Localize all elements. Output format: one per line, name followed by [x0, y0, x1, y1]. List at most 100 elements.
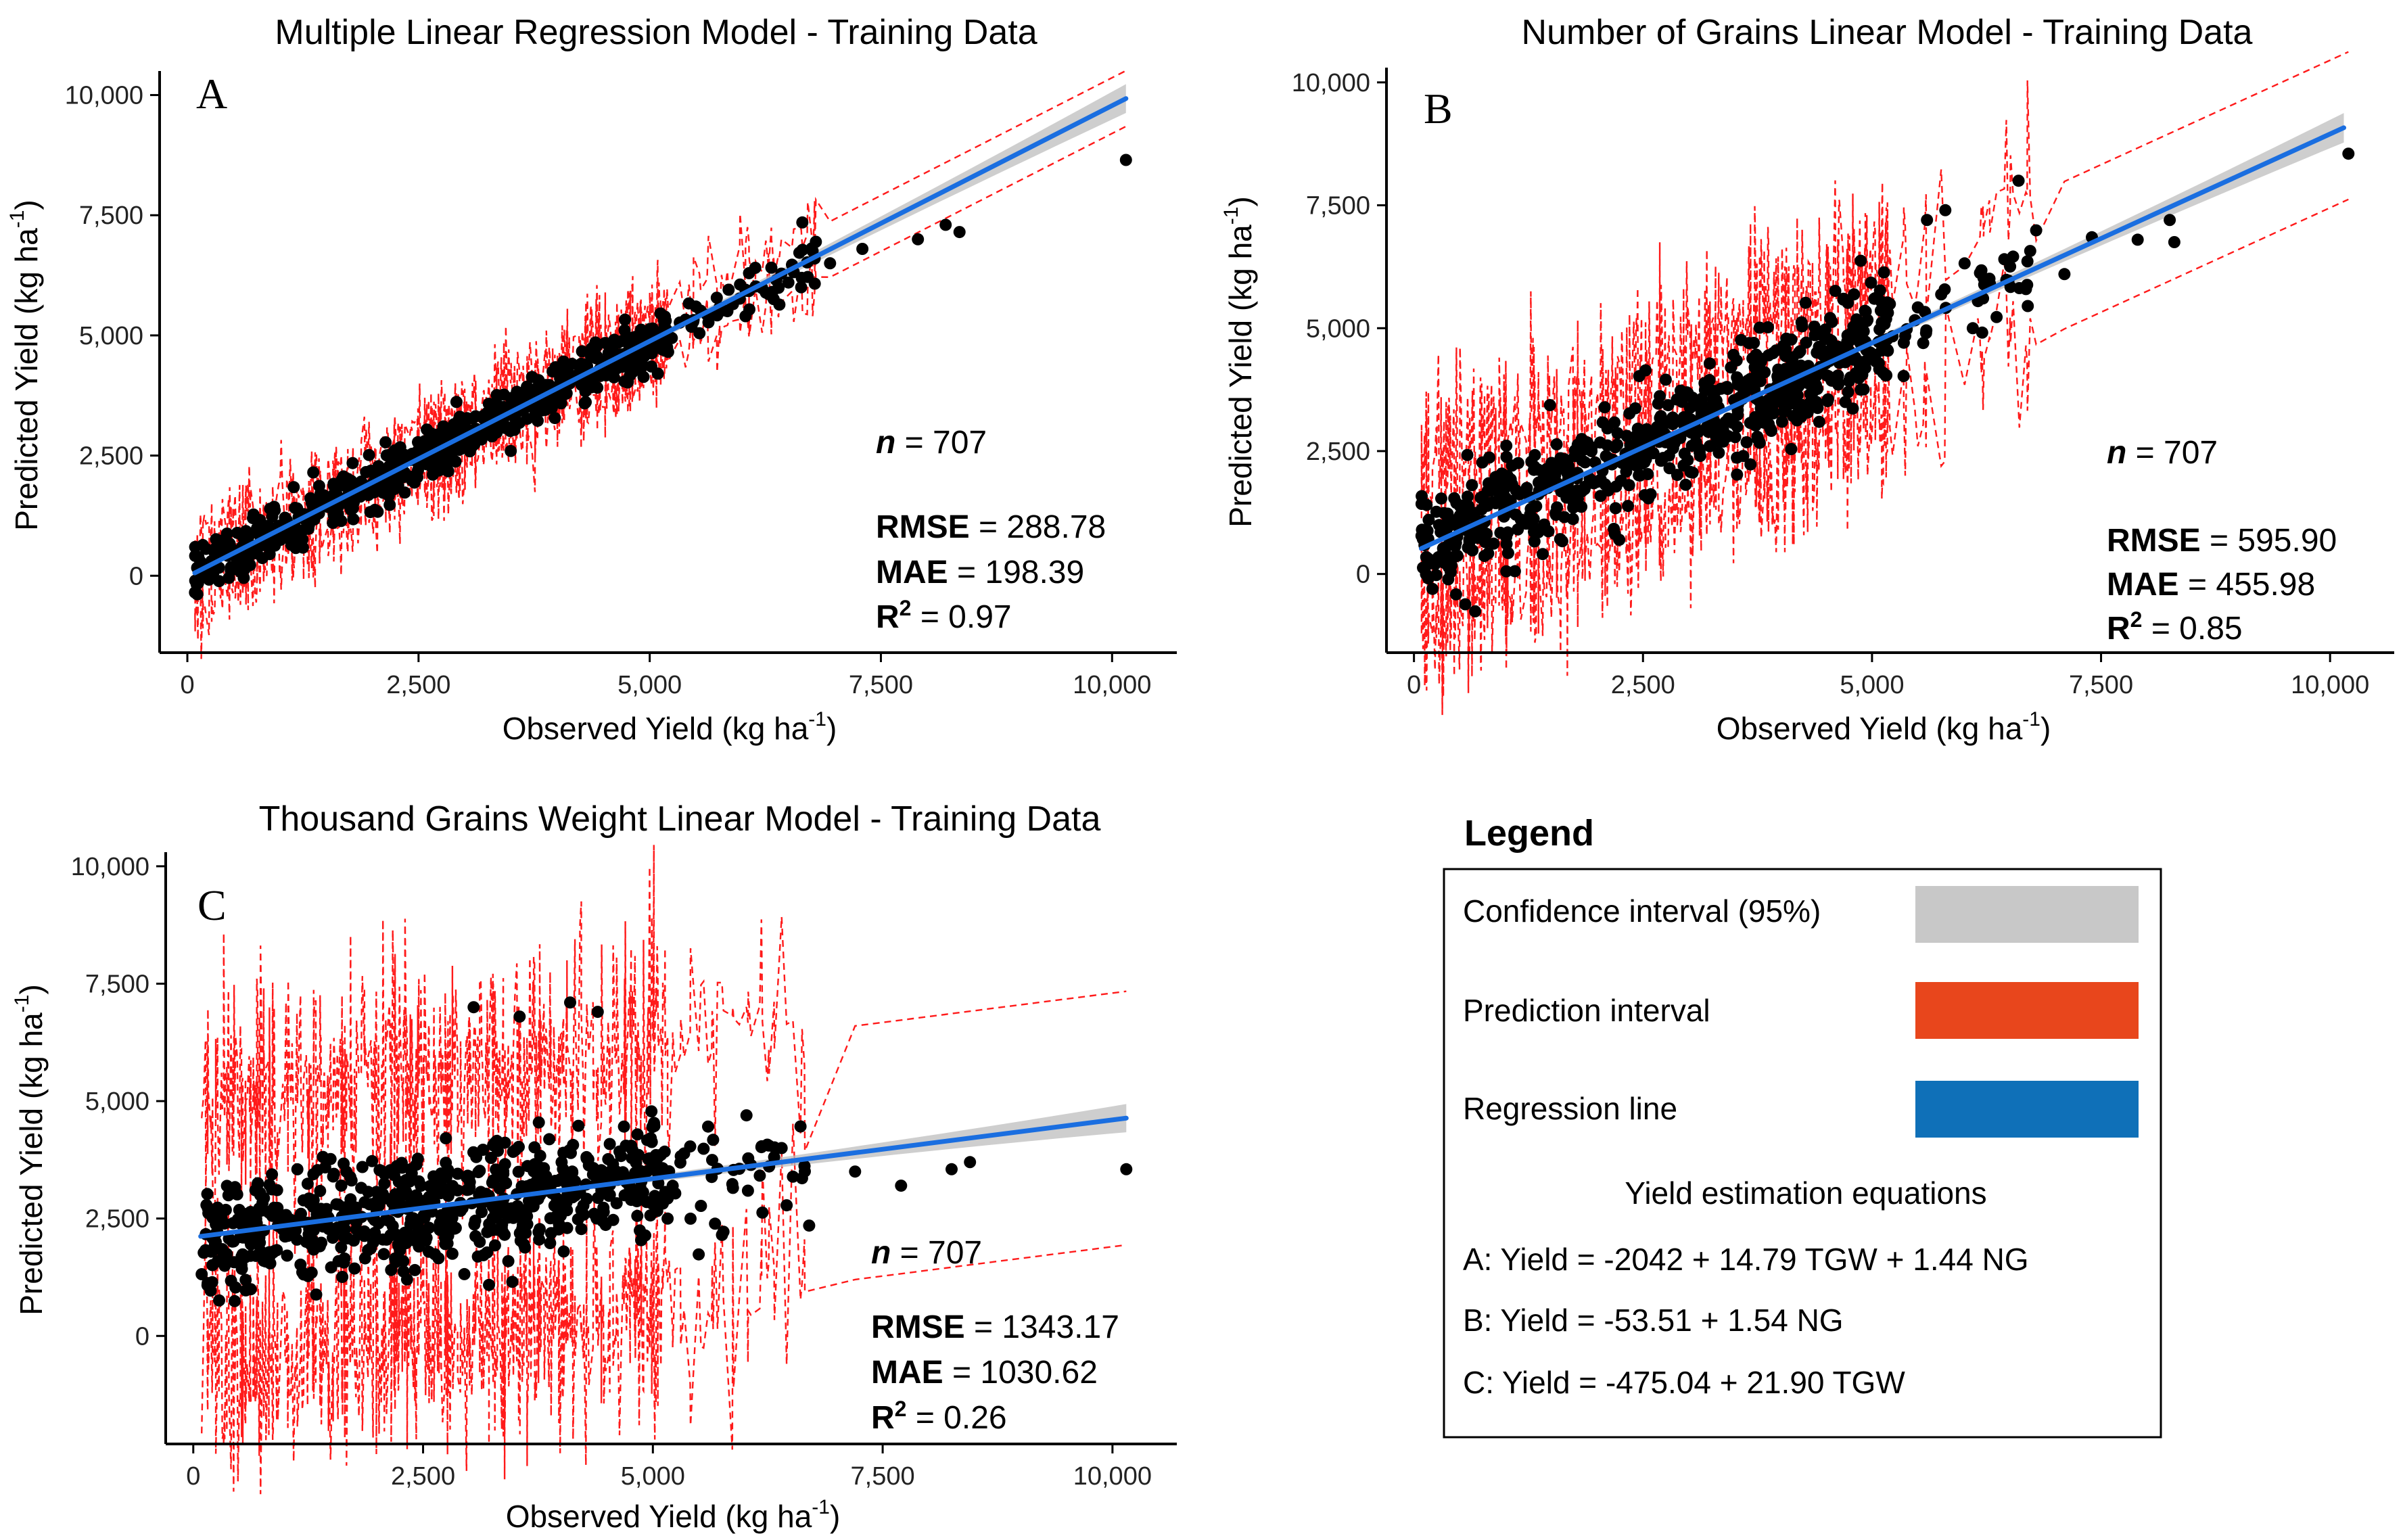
panel-b-point — [1811, 383, 1823, 395]
panel-c-point — [768, 1150, 780, 1163]
panel-a-point — [442, 465, 454, 477]
panel-b-point — [1530, 500, 1543, 513]
panel-c-point — [533, 1233, 546, 1246]
panel-b-point — [1671, 469, 1683, 482]
panel-a-plot — [189, 70, 1132, 659]
panel-b-point — [1694, 450, 1706, 463]
panel-b-point — [1737, 450, 1750, 463]
panel-b-rmse-label: RMSE — [2107, 523, 2201, 559]
panel-b-point — [1542, 525, 1555, 538]
panel-c-point — [345, 1174, 358, 1187]
panel-a-point — [651, 367, 664, 380]
legend-item-prediction-label: Prediction interval — [1463, 993, 1710, 1028]
panel-b-point — [1775, 415, 1788, 428]
panel-b-y-tick-label: 0 — [1356, 561, 1370, 589]
panel-c-mae-value: = 1030.62 — [952, 1355, 1098, 1391]
panel-b-point — [1575, 500, 1588, 513]
panel-c-y-tick-label: 2,500 — [85, 1205, 149, 1234]
panel-c-point — [794, 1120, 807, 1133]
panel-a-point — [710, 291, 723, 304]
panel-b-plot — [1415, 51, 2355, 716]
panel-b-point — [1882, 344, 1894, 357]
panel-b-point — [1543, 399, 1556, 411]
panel-c-point — [631, 1209, 644, 1222]
panel-b-point — [1857, 383, 1870, 396]
panel-a-y-tick-label: 10,000 — [65, 82, 143, 110]
panel-b-point — [1500, 450, 1513, 463]
panel-a-point — [191, 588, 204, 601]
panel-c-mae-label: MAE — [871, 1355, 943, 1391]
panel-c-point — [291, 1163, 304, 1175]
panel-b-point — [1501, 546, 1514, 559]
panel-b-point — [1528, 535, 1541, 548]
panel-c-point — [895, 1180, 908, 1192]
panel-b-point — [1990, 310, 2003, 323]
panel-b-point — [1721, 383, 1734, 396]
panel-c-point — [483, 1278, 495, 1291]
panel-c-point — [580, 1192, 593, 1205]
panel-c-point — [310, 1288, 323, 1301]
panel-a-point — [773, 298, 786, 311]
panel-a-stats: n = 707 RMSE = 288.78 MAE = 198.39 R2 = … — [876, 425, 1106, 635]
panel-c-point — [964, 1156, 977, 1169]
panel-c-point — [338, 1252, 351, 1265]
panel-b-point — [2024, 245, 2036, 258]
panel-a-point — [580, 396, 592, 409]
panel-b-point — [1469, 605, 1482, 617]
panel-c-point — [753, 1169, 766, 1182]
panel-c-point — [258, 1192, 271, 1205]
panel-c-point — [597, 1205, 610, 1218]
panel-b-point — [1681, 454, 1694, 467]
panel-c-x-tick-label: 10,000 — [1073, 1462, 1152, 1491]
panel-b-point — [1480, 528, 1493, 540]
panel-a-mae-label: MAE — [876, 555, 948, 590]
panel-b-point — [2342, 147, 2355, 160]
panel-a-point — [269, 504, 281, 517]
svg-text:R2 = 0.26: R2 = 0.26 — [871, 1397, 1007, 1436]
panel-b-point — [1487, 537, 1500, 550]
panel-a-point — [450, 396, 463, 409]
panel-c-x-tick-label: 7,500 — [851, 1462, 915, 1491]
panel-c-point — [423, 1221, 436, 1234]
panel-c-point — [498, 1136, 511, 1149]
panel-c-point — [432, 1252, 445, 1265]
panel-a-y-tick-label: 5,000 — [79, 322, 143, 350]
panel-c-n-label: n — [871, 1235, 891, 1271]
panel-a-n-value: = 707 — [905, 425, 987, 461]
panel-c-r2-value: = 0.26 — [916, 1400, 1007, 1436]
panel-b-point — [1620, 429, 1633, 442]
panel-b-point — [1659, 373, 1672, 386]
panel-b-point — [1811, 402, 1824, 415]
panel-c-point — [946, 1163, 958, 1175]
panel-c-point — [741, 1184, 754, 1197]
panel-b-point — [1832, 369, 1844, 382]
panel-c-point — [244, 1283, 257, 1296]
panel-b-point — [1729, 431, 1742, 444]
panel-a-point — [521, 413, 534, 425]
panel-c-rmse-label: RMSE — [871, 1309, 965, 1345]
panel-a-point — [796, 243, 809, 256]
panel-c-point — [229, 1294, 241, 1307]
panel-a-point — [296, 541, 309, 554]
panel-c-point — [481, 1246, 494, 1259]
panel-a-y-tick-label: 2,500 — [79, 442, 143, 471]
panel-c-regression-line — [198, 1115, 1129, 1239]
panel-b-point — [1920, 324, 1933, 337]
panel-c-point — [442, 1163, 454, 1176]
panel-b-point — [1829, 285, 1842, 298]
panel-b-point — [1748, 337, 1760, 349]
svg-text:MAE = 455.98: MAE = 455.98 — [2107, 567, 2315, 603]
panel-c-point — [512, 1165, 525, 1178]
panel-c-point — [717, 1226, 730, 1238]
panel-a-point — [661, 346, 674, 358]
panel-c-x-label: Observed Yield (kg ha-1) — [506, 1496, 841, 1534]
panel-b-point — [1562, 460, 1575, 473]
panel-b-point — [1620, 465, 1633, 478]
panel-c-point — [603, 1188, 616, 1201]
panel-c-point — [849, 1165, 862, 1178]
panel-c-n-value: = 707 — [900, 1235, 982, 1271]
panel-a-x-label: Observed Yield (kg ha-1) — [503, 708, 837, 746]
panel-c: Thousand Grains Weight Linear Model - Tr… — [11, 799, 1177, 1534]
panel-c-point — [506, 1276, 519, 1288]
panel-b-point — [1556, 535, 1568, 548]
